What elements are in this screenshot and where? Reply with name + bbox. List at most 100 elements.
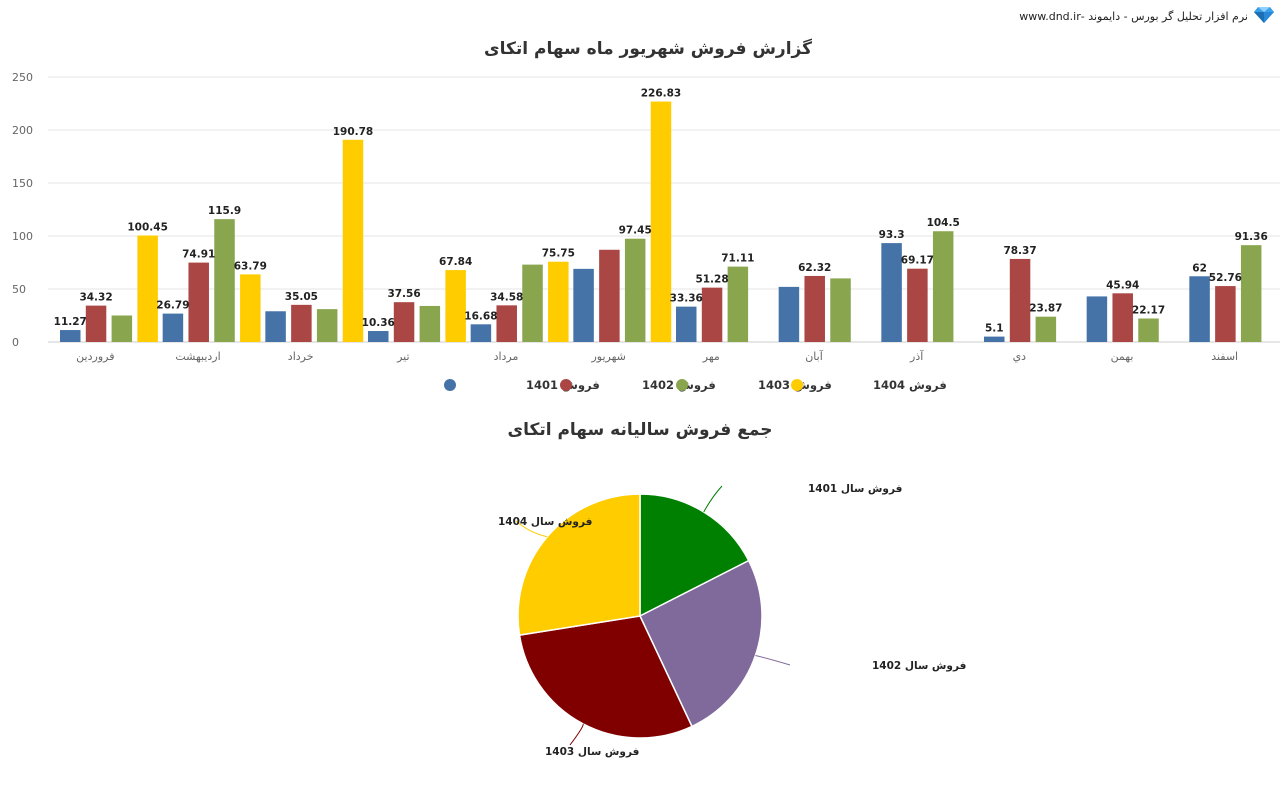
bar bbox=[907, 268, 928, 342]
data-label: 10.36 bbox=[362, 317, 395, 329]
data-label: 16.68 bbox=[464, 310, 497, 322]
data-label: 69.17 bbox=[901, 255, 934, 267]
pie-slice bbox=[518, 615, 693, 739]
bar-chart: گزارش فروش شهریور ماه سهام اتکای 0 50 100 1… bbox=[12, 38, 1280, 393]
legend-swatch bbox=[444, 379, 456, 391]
bar bbox=[573, 268, 594, 342]
y-tick-label: 0 bbox=[12, 336, 19, 349]
pie-slice-label: فروش سال 1401 bbox=[808, 483, 902, 495]
bar bbox=[1215, 286, 1236, 342]
data-label: 74.91 bbox=[182, 249, 215, 261]
x-category-label: مهر bbox=[702, 350, 720, 363]
bar bbox=[1086, 296, 1108, 342]
diamond-icon bbox=[1254, 6, 1274, 27]
bar bbox=[265, 311, 286, 342]
bar bbox=[727, 266, 749, 342]
data-label: 62 bbox=[1192, 262, 1207, 274]
legend-swatch bbox=[791, 379, 803, 391]
data-label: 67.84 bbox=[439, 256, 472, 268]
x-category-label: مرداد bbox=[494, 350, 519, 363]
y-tick-label: 100 bbox=[12, 230, 33, 243]
y-tick-label: 200 bbox=[12, 124, 33, 137]
bar bbox=[470, 324, 492, 342]
data-label: 51.28 bbox=[695, 274, 728, 286]
bar-category-labels: فروردین اردیبهشت خرداد تیر مرداد شهریور مهر آبا… bbox=[76, 349, 1238, 363]
pie-slice-label: فروش سال 1404 bbox=[498, 516, 592, 528]
data-label: 52.76 bbox=[1209, 272, 1242, 284]
bar-marks bbox=[60, 101, 1262, 342]
bar bbox=[1138, 318, 1159, 342]
bar bbox=[804, 275, 825, 342]
bar bbox=[214, 219, 235, 342]
data-label: 100.45 bbox=[127, 222, 168, 234]
bar bbox=[881, 243, 902, 342]
y-tick-label: 50 bbox=[12, 283, 26, 296]
bar bbox=[984, 336, 1005, 342]
bar bbox=[1035, 316, 1057, 342]
bar bbox=[393, 302, 415, 342]
bar bbox=[342, 139, 364, 342]
data-label: 71.11 bbox=[721, 253, 754, 265]
x-category-label: آذر bbox=[909, 349, 924, 363]
data-label: 75.75 bbox=[542, 248, 575, 260]
x-category-label: تیر bbox=[396, 350, 409, 363]
pie-labels: فروش سال 1401 فروش سال 1402 فروش سال 1403 ف… bbox=[498, 483, 966, 758]
data-label: 26.79 bbox=[156, 300, 189, 312]
bar bbox=[830, 278, 851, 342]
pie-chart: جمع فروش سالیانه سهام اتکای فروش سال 140… bbox=[498, 420, 966, 758]
pie-slice-label: فروش سال 1403 bbox=[545, 746, 639, 758]
data-label: 37.56 bbox=[387, 288, 420, 300]
legend-swatch bbox=[560, 379, 572, 391]
data-label: 115.9 bbox=[208, 205, 241, 217]
x-category-label: اردیبهشت bbox=[175, 350, 220, 363]
x-category-label: خرداد bbox=[288, 350, 314, 363]
bar bbox=[522, 264, 543, 342]
bar bbox=[291, 304, 312, 342]
bar bbox=[316, 309, 338, 342]
bar bbox=[111, 315, 133, 342]
data-label: 93.3 bbox=[879, 229, 905, 241]
data-label: 91.36 bbox=[1235, 231, 1268, 243]
data-label: 22.17 bbox=[1132, 304, 1165, 316]
y-tick-label: 150 bbox=[12, 177, 33, 190]
pie-leader-line bbox=[569, 723, 584, 746]
bar-data-labels: 11.27 34.32 100.45 26.79 74.91 115.9 63.79 35.0… bbox=[54, 88, 1268, 335]
data-label: 97.45 bbox=[619, 225, 652, 237]
bar-chart-title: گزارش فروش شهریور ماه سهام اتکای bbox=[484, 38, 812, 59]
bar bbox=[932, 231, 954, 342]
legend-swatch bbox=[676, 379, 688, 391]
bar bbox=[548, 261, 569, 342]
data-label: 62.32 bbox=[798, 262, 831, 274]
bar bbox=[496, 305, 517, 342]
data-label: 11.27 bbox=[54, 316, 87, 328]
bar bbox=[188, 262, 209, 342]
bar bbox=[676, 306, 697, 342]
bar bbox=[650, 101, 672, 342]
pie-leader-line bbox=[703, 485, 723, 513]
brand-text: نرم افزار تحلیل گر بورس - دایموند -www.d… bbox=[1019, 10, 1248, 23]
pie-leader-line bbox=[515, 520, 548, 538]
x-category-label: فروردین bbox=[76, 350, 114, 363]
y-tick-label: 250 bbox=[12, 71, 33, 84]
data-label: 45.94 bbox=[1106, 279, 1139, 291]
pie-slice-label: فروش سال 1402 bbox=[872, 660, 966, 672]
bar-legend[interactable]: فروش 1401 فروش 1402 فروش 1403 فروش 1404 bbox=[444, 378, 947, 393]
bar bbox=[85, 305, 107, 342]
bar bbox=[1189, 276, 1210, 342]
bar bbox=[1112, 293, 1133, 342]
pie-slice bbox=[639, 493, 750, 618]
x-category-label: دي bbox=[1013, 350, 1027, 363]
pie-slice bbox=[517, 493, 641, 636]
bar bbox=[162, 313, 184, 342]
bar bbox=[137, 235, 158, 342]
bar bbox=[701, 287, 723, 342]
bar bbox=[599, 249, 620, 342]
pie-leader-line bbox=[755, 655, 791, 666]
data-label: 190.78 bbox=[333, 126, 374, 138]
legend-label: فروش 1404 bbox=[873, 378, 947, 393]
bar bbox=[1240, 245, 1262, 342]
data-label: 78.37 bbox=[1003, 245, 1036, 257]
brand-header: نرم افزار تحلیل گر بورس - دایموند -www.d… bbox=[1019, 6, 1274, 27]
data-label: 23.87 bbox=[1029, 303, 1062, 315]
bar bbox=[368, 331, 389, 342]
